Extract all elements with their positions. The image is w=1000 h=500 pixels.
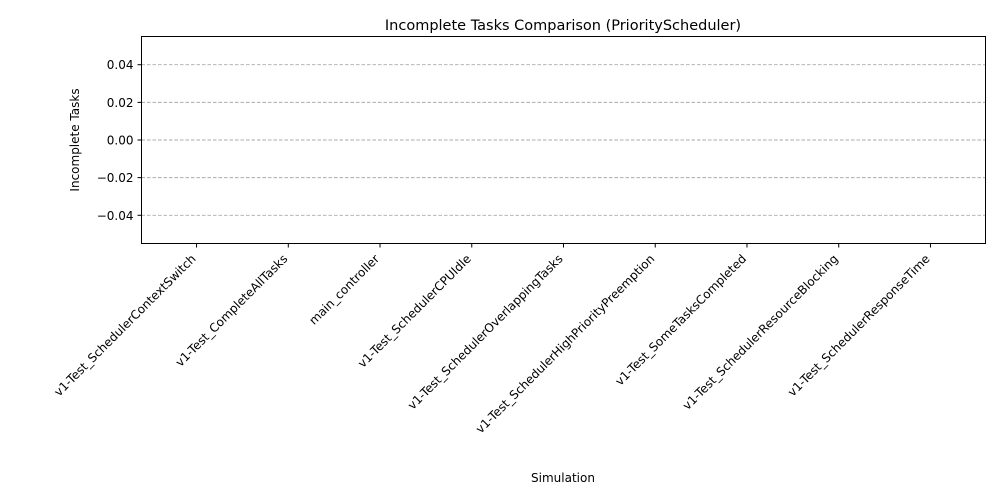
- grid-layer: [141, 64, 986, 216]
- x-tick-label: main_controller: [306, 252, 382, 328]
- y-tick-label: 0.02: [107, 96, 134, 110]
- chart-title: Incomplete Tasks Comparison (PrioritySch…: [385, 18, 741, 34]
- y-tick-label: −0.02: [97, 171, 134, 185]
- x-tick-label: v1-Test_SchedulerResponseTime: [785, 252, 933, 400]
- x-axis-label: Simulation: [531, 471, 595, 485]
- x-axis: v1-Test_SchedulerContextSwitchv1-Test_Co…: [51, 243, 933, 436]
- x-tick-label: v1-Test_SchedulerContextSwitch: [51, 252, 198, 399]
- y-axis: −0.04 −0.02 0.00 0.02 0.04: [97, 58, 142, 223]
- y-tick-label: 0.04: [107, 58, 134, 72]
- y-axis-label: Incomplete Tasks: [68, 88, 82, 191]
- y-tick-label: −0.04: [97, 209, 134, 223]
- x-tick-label: v1-Test_SchedulerHighPriorityPreemption: [473, 252, 657, 436]
- x-tick-label: v1-Test_SchedulerOverlappingTasks: [405, 252, 566, 413]
- x-tick-label: v1-Test_SchedulerResourceBlocking: [680, 252, 841, 413]
- y-tick-label: 0.00: [107, 134, 134, 148]
